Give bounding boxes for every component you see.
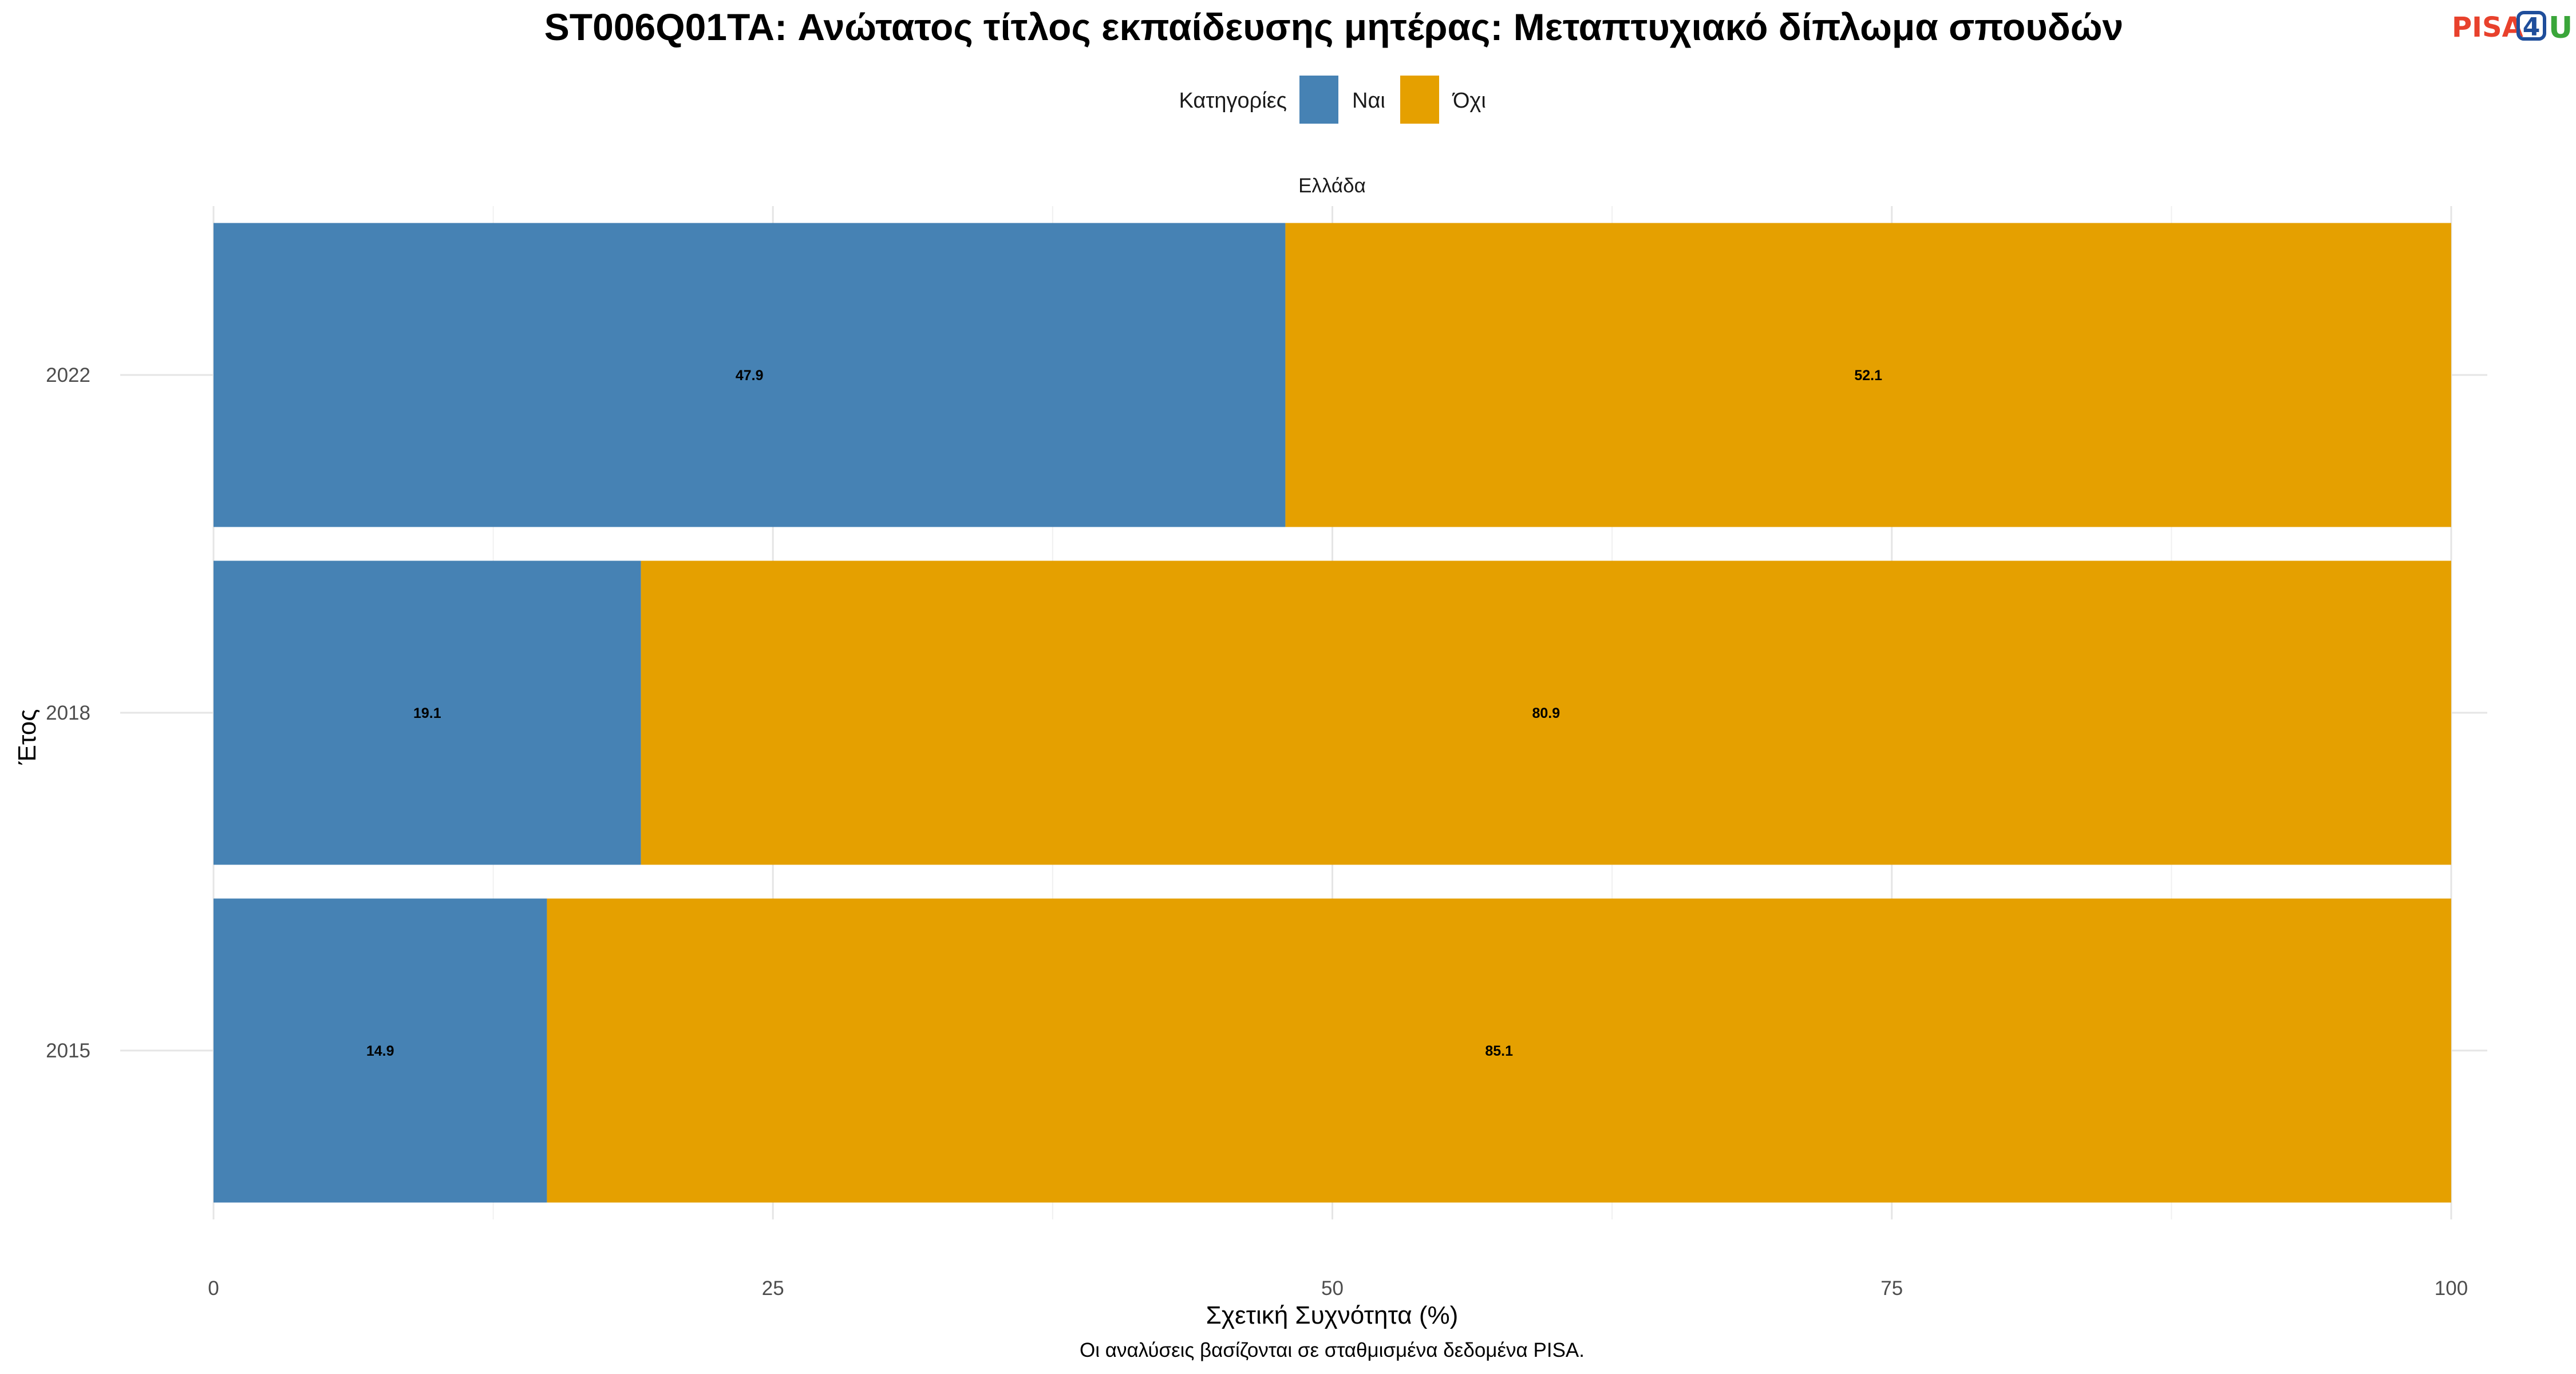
bar-segment [1285, 223, 2451, 527]
logo-text-u: U [2549, 11, 2573, 45]
pisa4u-logo: PISA 4 U [2452, 11, 2573, 45]
y-tick-label: 2018 [46, 702, 90, 724]
x-tick-label: 0 [208, 1277, 219, 1300]
legend-label-ochi: Όχι [1452, 89, 1486, 113]
logo-text-four: 4 [2523, 13, 2541, 42]
bar-segment [641, 560, 2451, 865]
y-tick-label: 2022 [46, 364, 90, 386]
x-axis-title: Σχετική Συχνότητα (%) [1206, 1301, 1459, 1329]
data-label: 19.1 [413, 705, 441, 721]
data-label: 52.1 [1854, 368, 1882, 384]
legend-label-nai: Ναι [1352, 89, 1385, 113]
x-tick-label: 50 [1321, 1277, 1344, 1300]
bar-segment [214, 223, 1286, 527]
logo-badge [2516, 11, 2546, 41]
legend-swatch-ochi [1400, 76, 1439, 124]
x-axis-ticks: 0 25 50 75 100 [208, 1277, 2468, 1300]
data-label: 47.9 [736, 368, 764, 384]
bar-segment [547, 898, 2452, 1203]
legend-swatch-nai [1299, 76, 1338, 124]
x-tick-label: 100 [2435, 1277, 2468, 1300]
bar-segment [214, 898, 547, 1203]
y-axis-ticks: 2022 2018 2015 [46, 364, 90, 1062]
logo-text-pisa: PISA [2452, 11, 2523, 44]
legend: Κατηγορίες Ναι Όχι [1179, 76, 1486, 124]
x-tick-label: 25 [762, 1277, 784, 1300]
legend-title: Κατηγορίες [1179, 89, 1287, 113]
bars-layer [214, 223, 2452, 1203]
data-label: 85.1 [1485, 1043, 1513, 1059]
data-labels-layer: 47.9 52.1 19.1 80.9 14.9 85.1 [366, 368, 1882, 1059]
x-tick-label: 75 [1880, 1277, 1903, 1300]
y-axis-title: Έτος [13, 709, 41, 765]
chart-caption: Οι αναλύσεις βασίζονται σε σταθμισμένα δ… [1080, 1339, 1585, 1361]
chart-title: ST006Q01TA: Ανώτατος τίτλος εκπαίδευσης … [544, 6, 2123, 48]
data-label: 14.9 [366, 1043, 394, 1059]
y-tick-label: 2015 [46, 1040, 90, 1062]
bar-segment [214, 560, 641, 865]
data-label: 80.9 [1532, 705, 1560, 721]
facet-label: Ελλάδα [1298, 175, 1366, 197]
